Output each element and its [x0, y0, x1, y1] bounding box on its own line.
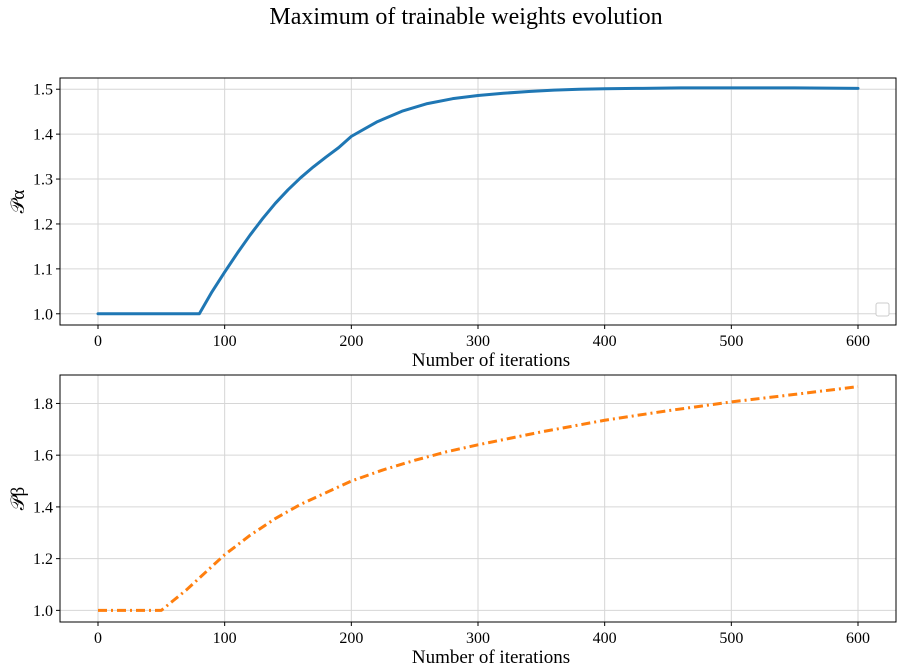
- y-tick-label: 1.0: [33, 603, 53, 620]
- y-tick-label: 1.4: [33, 499, 53, 516]
- y-tick-label: 1.0: [33, 306, 53, 323]
- x-tick-label: 500: [719, 630, 743, 647]
- x-tick-label: 600: [846, 333, 870, 350]
- x-tick-label: 0: [94, 333, 102, 350]
- series-line-1: [96, 86, 860, 316]
- x-tick-label: 300: [466, 333, 490, 350]
- y-tick-label: 1.1: [33, 261, 53, 278]
- legend-box: [875, 302, 890, 317]
- y-tick-label: 1.8: [33, 396, 53, 413]
- x-tick-label: 100: [213, 333, 237, 350]
- figure-title: Maximum of trainable weights evolution: [269, 4, 662, 30]
- x-axis-label: Number of iterations: [412, 647, 570, 668]
- x-tick-label: 200: [339, 630, 363, 647]
- x-tick-label: 400: [593, 333, 617, 350]
- chart-panel-2: 0 100 200 300 400 500 600 1.0 1.2 1.4 1.6 1.8 Number…: [8, 374, 897, 668]
- x-tick-label: 100: [213, 630, 237, 647]
- x-tick-label: 300: [466, 630, 490, 647]
- x-tick-label: 500: [719, 333, 743, 350]
- x-tick-label: 200: [339, 333, 363, 350]
- x-tick-label: 600: [846, 630, 870, 647]
- x-axis-label: Number of iterations: [412, 350, 570, 371]
- x-tick-label: 0: [94, 630, 102, 647]
- y-axis-label: 𝒫α: [8, 190, 29, 214]
- x-tick-label: 400: [593, 630, 617, 647]
- y-tick-label: 1.2: [33, 551, 53, 568]
- y-tick-label: 1.4: [33, 127, 53, 144]
- series-line-1: [98, 385, 859, 612]
- y-axis-label: 𝒫β: [8, 487, 29, 510]
- y-tick-label: 1.5: [33, 82, 53, 99]
- y-tick-label: 1.6: [33, 448, 53, 465]
- y-tick-label: 1.2: [33, 216, 53, 233]
- y-tick-label: 1.3: [33, 172, 53, 189]
- chart-panel-1: 0 100 200 300 400 500 600 1.0 1.1 1.2 1.3 1.4 1.5 Num…: [8, 77, 897, 371]
